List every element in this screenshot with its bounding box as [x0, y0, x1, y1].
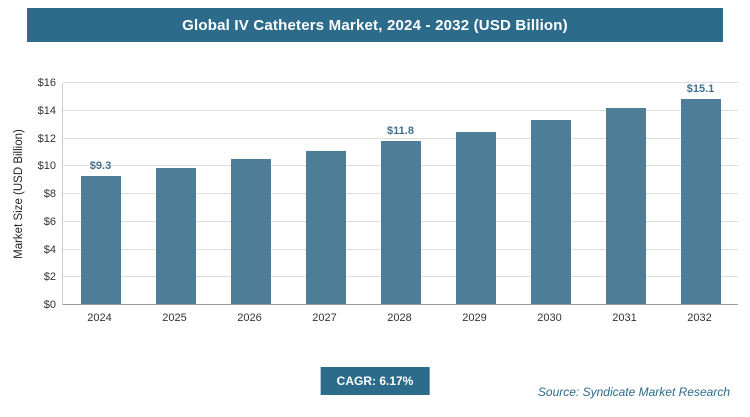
gridline — [63, 137, 738, 139]
gridline — [63, 82, 738, 83]
y-tick-label: $6 — [43, 215, 56, 228]
bar — [455, 131, 496, 305]
gridline — [63, 109, 738, 111]
x-tick-label: 2029 — [462, 312, 487, 324]
y-tick-label: $2 — [43, 271, 56, 284]
bar-slot — [288, 83, 363, 305]
bar-slot — [513, 83, 588, 305]
bar — [680, 99, 721, 305]
bar-value-label: $9.3 — [89, 159, 112, 172]
y-axis-ticks: $0 $2 $4 $6 $8 $10 $12 $14 $16 — [0, 77, 56, 311]
x-tick-label: 2028 — [387, 312, 412, 324]
y-tick-label: $10 — [37, 160, 56, 173]
x-axis-labels: 2024 2025 2026 2027 2028 2029 2030 2031 2032 — [62, 312, 737, 324]
x-axis-line — [63, 304, 738, 305]
bar-slot — [588, 83, 663, 305]
bar — [155, 167, 196, 305]
bar-slot: $15.1 — [663, 83, 738, 305]
bar — [230, 159, 271, 305]
x-tick-label: 2027 — [312, 312, 337, 324]
bar — [380, 141, 421, 305]
chart-title: Global IV Catheters Market, 2024 - 2032 … — [27, 8, 723, 42]
bar-value-label: $11.8 — [387, 125, 414, 138]
y-tick-label: $12 — [37, 132, 56, 145]
bar-slot — [438, 83, 513, 305]
bar-slot — [138, 83, 213, 305]
x-tick-label: 2032 — [687, 312, 712, 324]
cagr-badge: CAGR: 6.17% — [320, 367, 430, 395]
y-tick-label: $8 — [43, 188, 56, 200]
bars-container: $9.3 $11.8 $15.1 — [63, 83, 738, 305]
x-tick-label: 2030 — [537, 312, 562, 324]
bar — [305, 151, 346, 305]
bar — [605, 107, 646, 305]
x-tick-label: 2031 — [612, 312, 637, 324]
bar — [80, 175, 121, 305]
bar — [530, 120, 571, 305]
y-tick-label: $16 — [37, 77, 56, 89]
y-tick-label: $14 — [37, 104, 56, 117]
bar-slot: $11.8 — [363, 83, 438, 305]
bar-value-label: $15.1 — [686, 83, 715, 95]
bar-slot — [213, 83, 288, 305]
y-tick-label: $0 — [43, 299, 56, 311]
plot-area: $9.3 $11.8 $15.1 — [62, 82, 738, 305]
y-tick-label: $4 — [43, 243, 56, 256]
x-tick-label: 2025 — [162, 312, 187, 324]
bar-slot: $9.3 — [63, 83, 138, 305]
x-tick-label: 2024 — [87, 312, 112, 324]
x-tick-label: 2026 — [237, 312, 262, 324]
source-text: Source: Syndicate Market Research — [537, 385, 730, 399]
